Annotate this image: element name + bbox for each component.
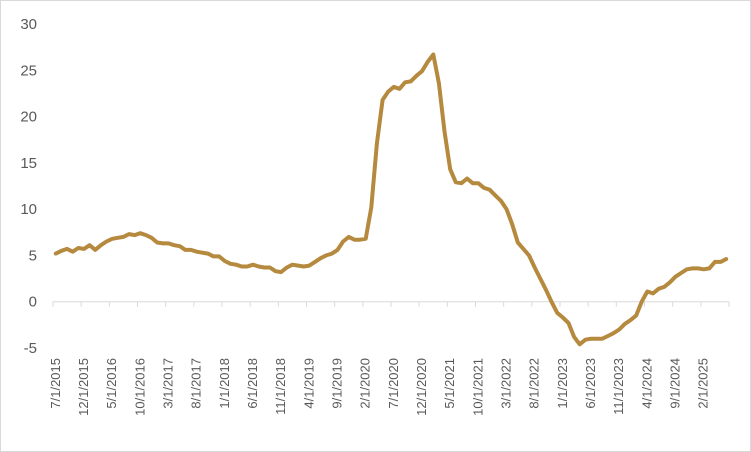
x-axis-labels: 7/1/2015 12/1/2015 5/1/2016 10/1/2016 3/1/20…: [48, 358, 711, 416]
x-tick-label: 5/1/2021: [442, 358, 457, 409]
y-tick-label: 0: [29, 294, 37, 311]
x-tick-label: 8/1/2017: [189, 358, 204, 409]
x-tick-label: 10/1/2016: [132, 358, 147, 416]
y-tick-label: -5: [24, 340, 37, 357]
x-tick-label: 9/1/2019: [329, 358, 344, 409]
y-tick-label: 10: [20, 201, 37, 218]
x-tick-label: 2/1/2020: [358, 358, 373, 409]
x-tick-label: 7/1/2015: [48, 358, 63, 409]
x-tick-label: 12/1/2020: [414, 358, 429, 416]
x-tick-label: 4/1/2019: [301, 358, 316, 409]
y-tick-label: 25: [20, 62, 37, 79]
x-tick-label: 6/1/2023: [583, 358, 598, 409]
x-tick-label: 9/1/2024: [667, 358, 682, 409]
x-tick-label: 10/1/2021: [470, 358, 485, 416]
x-tick-label: 1/1/2018: [217, 358, 232, 409]
y-tick-label: 5: [29, 247, 37, 264]
x-tick-label: 12/1/2015: [76, 358, 91, 416]
y-axis-labels: -5 0 5 10 15 20 25 30: [20, 16, 37, 357]
x-tick-label: 6/1/2018: [245, 358, 260, 409]
x-axis-ticks: [52, 301, 730, 307]
x-tick-label: 4/1/2024: [639, 358, 654, 409]
x-tick-label: 5/1/2016: [104, 358, 119, 409]
y-tick-label: 15: [20, 155, 37, 172]
x-tick-label: 11/1/2018: [273, 358, 288, 415]
x-tick-label: 3/1/2022: [498, 358, 513, 409]
x-tick-label: 11/1/2023: [611, 358, 626, 415]
y-tick-label: 20: [20, 109, 37, 126]
x-tick-label: 8/1/2022: [527, 358, 542, 409]
y-tick-label: 30: [20, 16, 37, 33]
x-tick-label: 7/1/2020: [386, 358, 401, 409]
x-tick-label: 3/1/2017: [160, 358, 175, 409]
x-tick-label: 2/1/2025: [696, 358, 711, 409]
x-tick-label: 1/1/2023: [555, 358, 570, 409]
series-line: [53, 52, 729, 347]
